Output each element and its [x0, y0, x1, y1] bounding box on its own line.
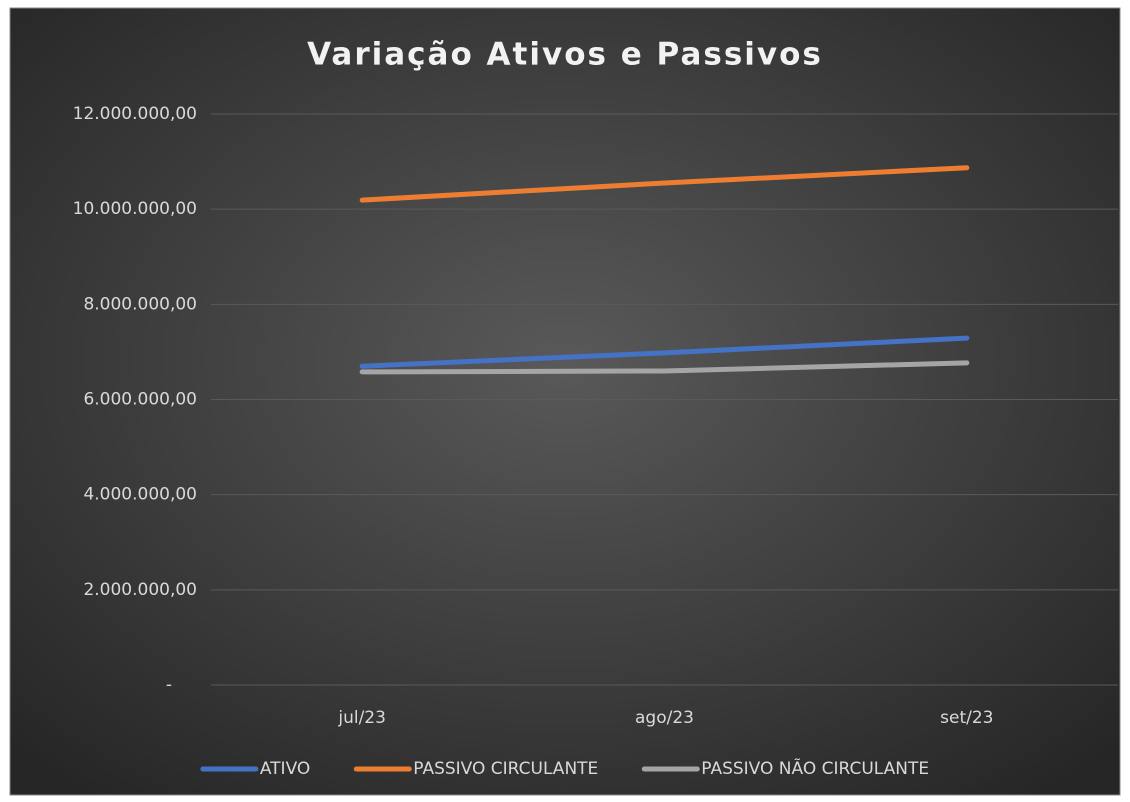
- y-tick-label: 4.000.000,00: [83, 485, 197, 505]
- y-tick-label: 6.000.000,00: [83, 390, 197, 410]
- y-tick-label: 12.000.000,00: [73, 104, 197, 124]
- line-series: [359, 335, 970, 369]
- y-tick-label: 8.000.000,00: [83, 294, 197, 314]
- y-tick-label: 2.000.000,00: [83, 580, 197, 600]
- chart-background: [9, 7, 1121, 796]
- x-tick-label: ago/23: [635, 708, 694, 728]
- x-tick-label: jul/23: [337, 708, 386, 728]
- y-tick-label: -: [166, 675, 172, 695]
- x-tick-label: set/23: [940, 708, 993, 728]
- legend-label: ATIVO: [260, 759, 310, 779]
- line-series: [359, 165, 970, 203]
- legend-label: PASSIVO CIRCULANTE: [413, 759, 598, 779]
- line-series: [359, 360, 970, 375]
- y-tick-label: 10.000.000,00: [73, 199, 197, 219]
- legend-label: PASSIVO NÃO CIRCULANTE: [701, 757, 929, 779]
- chart-title: Variação Ativos e Passivos: [307, 37, 823, 73]
